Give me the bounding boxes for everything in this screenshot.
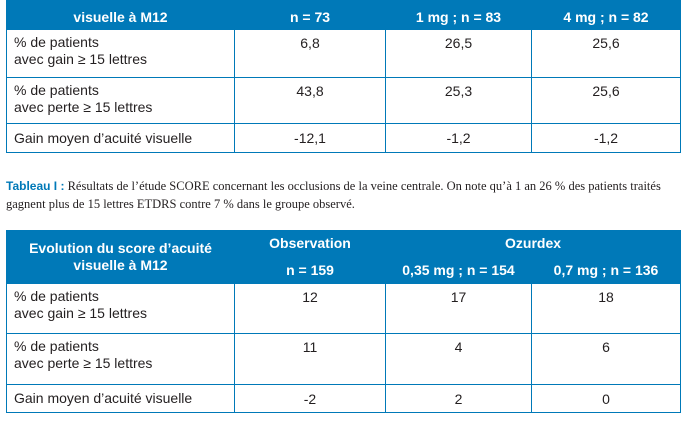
cell-value: 11: [234, 333, 386, 385]
cell-value: -2: [234, 384, 386, 413]
table-row: % de patients avec gain ≥ 15 lettres 6,8 …: [6, 29, 681, 78]
table2-header-label: Evolution du score d’acuité visuelle à M…: [6, 230, 235, 284]
table2-group-observation: Observation: [234, 230, 386, 257]
row-label: % de patients avec gain ≥ 15 lettres: [6, 283, 235, 334]
row-label: % de patients avec gain ≥ 15 lettres: [6, 29, 235, 78]
cell-value: 2: [385, 384, 532, 413]
cell-value: 18: [530, 283, 682, 334]
table1-n-col: n = 73: [234, 0, 386, 30]
table1-n-col: 1 mg ; n = 83: [385, 0, 532, 30]
cell-value: 26,5: [385, 29, 532, 78]
table-row: Gain moyen d’acuité visuelle -2 2 0: [6, 384, 682, 413]
cell-value: 12: [234, 283, 386, 334]
table-row: % de patients avec gain ≥ 15 lettres 12 1…: [6, 283, 682, 334]
cell-value: 25,6: [531, 77, 681, 124]
caption-label: Tableau I :: [6, 179, 65, 193]
table2-group-ozurdex: Ozurdex: [384, 230, 682, 257]
table1-header-label: visuelle à M12: [6, 0, 235, 30]
cell-value: 17: [385, 283, 532, 334]
cell-value: 25,6: [531, 29, 681, 78]
row-label: % de patients avec perte ≥ 15 lettres: [6, 77, 235, 124]
cell-value: -12,1: [234, 123, 386, 153]
table2-n-col: n = 159: [234, 256, 386, 284]
table2-n-col: 0,35 mg ; n = 154: [385, 256, 532, 284]
table-caption: Tableau I : Résultats de l’étude SCORE c…: [6, 177, 686, 213]
table1-n-col: 4 mg ; n = 82: [531, 0, 681, 30]
row-label: Gain moyen d’acuité visuelle: [6, 123, 235, 153]
table-row: % de patients avec perte ≥ 15 lettres 11 …: [6, 333, 682, 385]
cell-value: 4: [385, 333, 532, 385]
cell-value: 25,3: [385, 77, 532, 124]
cell-value: 6,8: [234, 29, 386, 78]
caption-text: Résultats de l’étude SCORE concernant le…: [6, 179, 661, 211]
results-table-1: visuelle à M12 n = 73 1 mg ; n = 83 4 mg…: [6, 0, 681, 153]
results-table-2: Evolution du score d’acuité visuelle à M…: [6, 230, 682, 413]
table2-n-col: 0,7 mg ; n = 136: [530, 256, 682, 284]
cell-value: 6: [530, 333, 682, 385]
table-row: % de patients avec perte ≥ 15 lettres 43,…: [6, 77, 681, 124]
cell-value: 43,8: [234, 77, 386, 124]
table-row: Gain moyen d’acuité visuelle -12,1 -1,2 …: [6, 123, 681, 153]
cell-value: -1,2: [531, 123, 681, 153]
cell-value: 0: [530, 384, 682, 413]
cell-value: -1,2: [385, 123, 532, 153]
row-label: Gain moyen d’acuité visuelle: [6, 384, 235, 413]
row-label: % de patients avec perte ≥ 15 lettres: [6, 333, 235, 385]
